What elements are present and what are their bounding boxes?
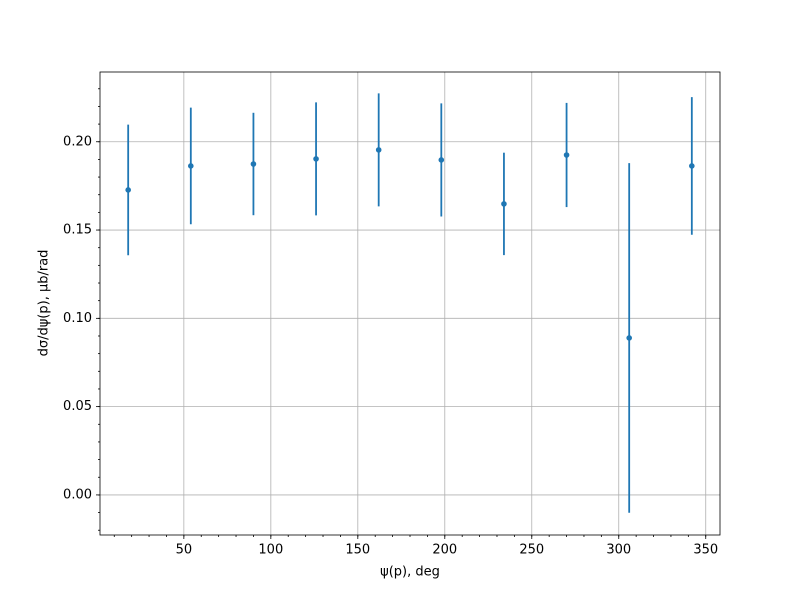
y-axis-label: dσ/dψ(p), μb/rad — [37, 250, 52, 357]
y-tick-label: 0.00 — [63, 487, 92, 502]
x-tick-label: 100 — [258, 543, 283, 558]
x-tick-label: 300 — [606, 543, 631, 558]
data-point — [626, 335, 632, 341]
y-tick-label: 0.20 — [63, 134, 92, 149]
x-axis-label: ψ(p), deg — [380, 565, 440, 580]
plot-frame — [99, 71, 721, 536]
data-point — [188, 163, 194, 169]
data-point — [250, 161, 257, 167]
data-point — [125, 187, 131, 193]
y-tick-label: 0.15 — [63, 223, 92, 238]
x-tick-label: 350 — [693, 543, 718, 558]
data-point — [563, 152, 570, 158]
x-tick-label: 150 — [345, 543, 370, 558]
data-point — [375, 147, 382, 153]
data-point — [313, 156, 319, 162]
data-point — [689, 163, 695, 169]
data-point — [501, 201, 507, 207]
y-tick-label: 0.10 — [63, 311, 92, 326]
data-point — [438, 157, 445, 163]
x-tick-label: 200 — [432, 543, 457, 558]
y-tick-label: 0.05 — [63, 399, 92, 414]
x-tick-label: 50 — [176, 543, 193, 558]
x-tick-label: 250 — [519, 543, 544, 558]
